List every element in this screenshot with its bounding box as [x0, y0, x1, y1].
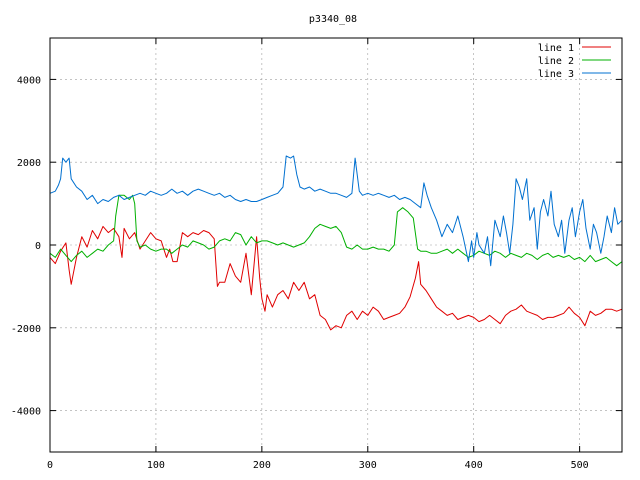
- x-tick-label: 400: [465, 460, 483, 471]
- series-line-3: [49, 155, 623, 267]
- legend-label-2: line 2: [538, 56, 574, 67]
- y-tick-label: -2000: [11, 324, 41, 335]
- legend: line 1 line 2 line 3: [538, 43, 611, 80]
- legend-label-3: line 3: [538, 69, 574, 80]
- y-tick-label: -4000: [11, 407, 41, 418]
- y-tick-label: 2000: [17, 158, 41, 169]
- y-axis-ticks: -4000 -2000 0 2000 4000: [11, 75, 622, 418]
- x-tick-label: 300: [359, 460, 377, 471]
- x-tick-label: 200: [253, 460, 271, 471]
- grid: [50, 38, 622, 452]
- y-tick-label: 0: [35, 241, 41, 252]
- y-tick-label: 4000: [17, 75, 41, 86]
- x-tick-label: 100: [147, 460, 165, 471]
- x-tick-label: 0: [47, 460, 53, 471]
- x-axis-ticks: 0 100 200 300 400 500: [47, 38, 589, 471]
- chart-title: p3340_08: [309, 14, 357, 25]
- x-tick-label: 500: [571, 460, 589, 471]
- series-lines: [49, 155, 623, 331]
- series-line-1: [49, 225, 623, 331]
- series-line-2: [49, 194, 623, 267]
- legend-label-1: line 1: [538, 43, 574, 54]
